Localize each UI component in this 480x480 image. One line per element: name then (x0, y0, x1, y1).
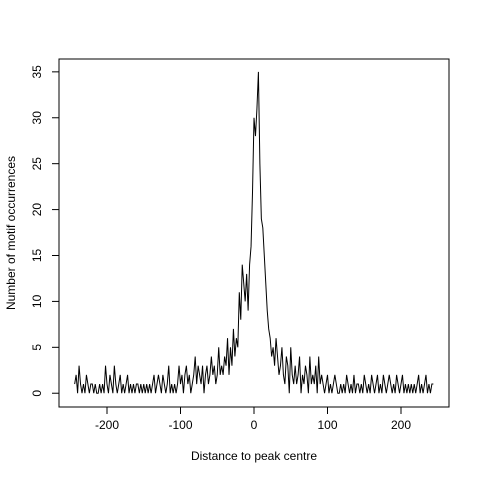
x-tick-label: 100 (317, 418, 337, 432)
data-line (74, 71, 434, 394)
y-tick-label: 5 (30, 344, 44, 351)
y-tick-label: 15 (30, 249, 44, 263)
y-tick-label: 20 (30, 203, 44, 217)
x-tick-label: -100 (168, 418, 192, 432)
y-tick-label: 25 (30, 157, 44, 171)
y-axis-label: Number of motif occurrences (4, 156, 18, 310)
x-axis-label: Distance to peak centre (191, 449, 317, 463)
y-tick-label: 35 (30, 65, 44, 79)
plot-frame (58, 58, 450, 408)
x-tick-label: 200 (391, 418, 411, 432)
y-tick-label: 30 (30, 111, 44, 125)
x-tick-label: -200 (95, 418, 119, 432)
y-tick-label: 10 (30, 294, 44, 308)
x-tick-label: 0 (251, 418, 258, 432)
y-tick-label: 0 (30, 390, 44, 397)
